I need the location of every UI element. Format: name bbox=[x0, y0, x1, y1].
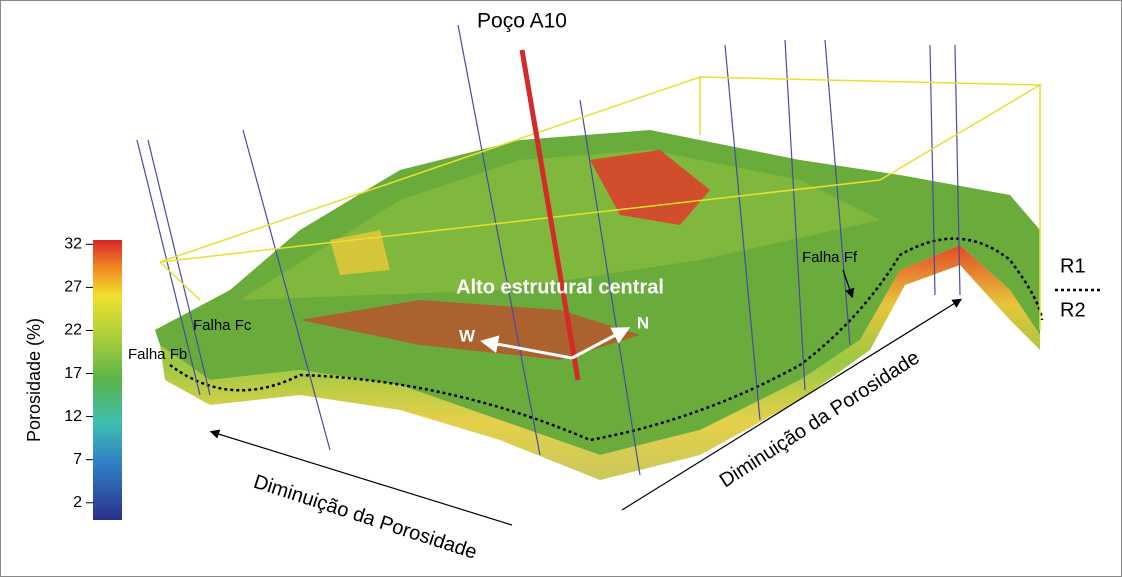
well-title: Poço A10 bbox=[477, 10, 567, 33]
colorbar bbox=[93, 240, 122, 520]
annotation: N bbox=[637, 313, 649, 332]
orientation-arrows bbox=[480, 327, 631, 360]
annotation: W bbox=[459, 326, 476, 345]
trend-arrows bbox=[209, 269, 963, 526]
annotation: R1 bbox=[1060, 255, 1086, 277]
annotation: Falha Fc bbox=[193, 317, 252, 334]
surface-patch bbox=[590, 150, 710, 225]
colorbar-tick-label: 32 bbox=[64, 236, 82, 253]
colorbar-tick-label: 7 bbox=[73, 451, 82, 468]
annotation: Falha Fb bbox=[128, 346, 187, 363]
model bbox=[155, 130, 1044, 480]
surface-patch bbox=[300, 300, 640, 360]
surface-patch bbox=[240, 150, 880, 300]
annotation: Alto estrutural central bbox=[456, 276, 664, 298]
colorbar-tick-label: 12 bbox=[64, 408, 82, 425]
bounding-box bbox=[159, 76, 1043, 330]
colorbar-tick-label: 27 bbox=[64, 279, 82, 296]
colorbar-label: Porosidade (%) bbox=[24, 318, 44, 442]
colorbar-tick-label: 2 bbox=[73, 494, 82, 511]
horizon-line bbox=[169, 237, 1044, 442]
colorbar-tick-label: 17 bbox=[64, 365, 82, 382]
annotation: R2 bbox=[1060, 299, 1086, 321]
wells bbox=[136, 24, 961, 476]
well-a10 bbox=[519, 49, 581, 381]
colorbar-tick-label: 22 bbox=[64, 322, 82, 339]
annotation: Falha Ff bbox=[802, 249, 858, 266]
